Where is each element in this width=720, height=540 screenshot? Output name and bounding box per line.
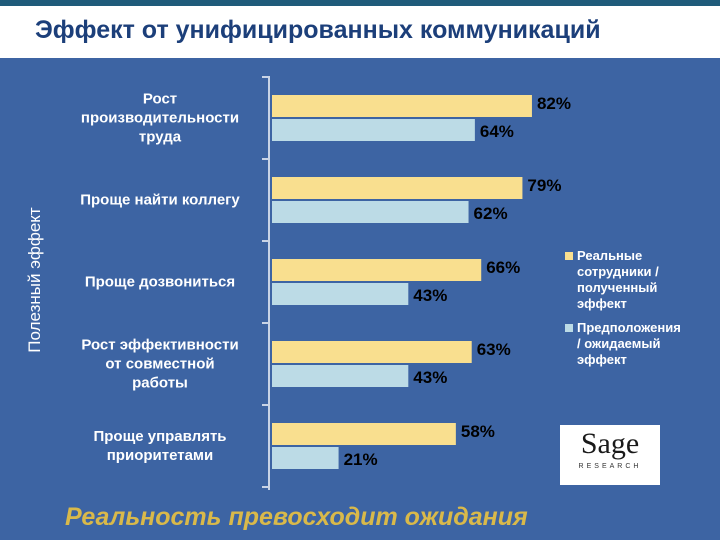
- bar: [272, 177, 523, 199]
- logo: Sage RESEARCH: [560, 425, 660, 485]
- category-label: Проще управлять приоритетами: [93, 428, 227, 464]
- value-label: 21%: [343, 450, 378, 469]
- legend-label: Реальные сотрудники / полученный эффект: [577, 248, 659, 311]
- bar: [272, 447, 339, 469]
- legend-item: Реальные сотрудники / полученный эффект: [565, 248, 715, 312]
- bar: [272, 365, 409, 387]
- category-label: Проще найти коллегу: [80, 191, 240, 209]
- legend-swatch: [565, 324, 573, 332]
- bar: [272, 259, 482, 281]
- bar: [272, 283, 409, 305]
- value-label: 64%: [479, 122, 514, 141]
- category-label: Рост производительности труда: [80, 90, 240, 146]
- value-label: 43%: [413, 368, 448, 387]
- bar: [272, 95, 532, 117]
- logo-subtext: RESEARCH: [578, 463, 642, 470]
- bar: [272, 423, 456, 445]
- category-label: Проще дозвониться: [84, 273, 236, 291]
- legend-label: Предположения / ожидаемый эффект: [577, 320, 681, 367]
- value-label: 82%: [536, 94, 571, 113]
- bar: [272, 341, 472, 363]
- top-bar: [0, 0, 720, 6]
- y-axis-label: Полезный эффект: [25, 207, 44, 353]
- value-label: 43%: [413, 286, 448, 305]
- value-label: 66%: [486, 258, 521, 277]
- value-label: 62%: [473, 204, 508, 223]
- value-label: 63%: [476, 340, 511, 359]
- caption: Реальность превосходит ожидания: [65, 503, 528, 531]
- bar: [272, 201, 469, 223]
- legend-item: Предположения / ожидаемый эффект: [565, 320, 715, 368]
- value-label: 58%: [460, 422, 495, 441]
- chart-title: Эффект от унифицированных коммуникаций: [35, 16, 601, 44]
- legend-swatch: [565, 252, 573, 260]
- bar: [272, 119, 475, 141]
- value-label: 79%: [527, 176, 562, 195]
- category-label: Рост эффективности от совместной работы: [81, 336, 239, 392]
- logo-text: Sage: [580, 427, 640, 460]
